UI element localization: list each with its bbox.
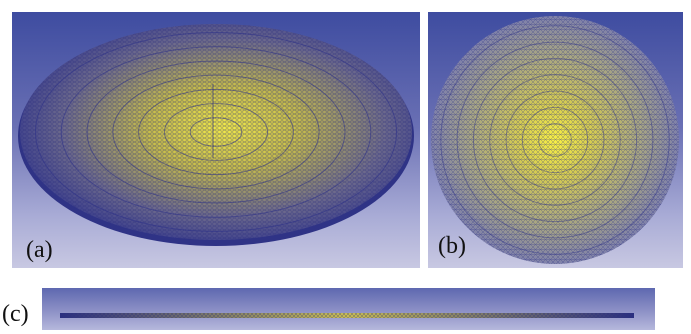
mesh-ring [472,57,638,223]
disc-mesh-edge [60,313,634,318]
mesh-ring [138,88,294,176]
mesh-ring [440,25,670,255]
mesh-ring [538,123,572,157]
panel-c-label: (c) [2,301,29,327]
mesh-ring [189,117,243,147]
panel-a-label: (a) [26,237,53,263]
mesh-ring [34,32,398,232]
disc-mesh-oblique [18,24,414,246]
mesh-ring [60,46,372,218]
mesh-ring [112,74,320,190]
mesh-ring [163,103,269,161]
mesh-ring [521,106,589,174]
panel-a-oblique-view: (a) [12,12,420,268]
disc-mesh-top [431,16,679,264]
mesh-ring [489,74,621,206]
panel-b-top-view: (b) [428,12,683,268]
panel-b-label: (b) [438,233,466,259]
mesh-ring [456,41,654,239]
mesh-ring [505,90,605,190]
panel-c-side-view [42,288,655,330]
mesh-ring [86,60,346,204]
